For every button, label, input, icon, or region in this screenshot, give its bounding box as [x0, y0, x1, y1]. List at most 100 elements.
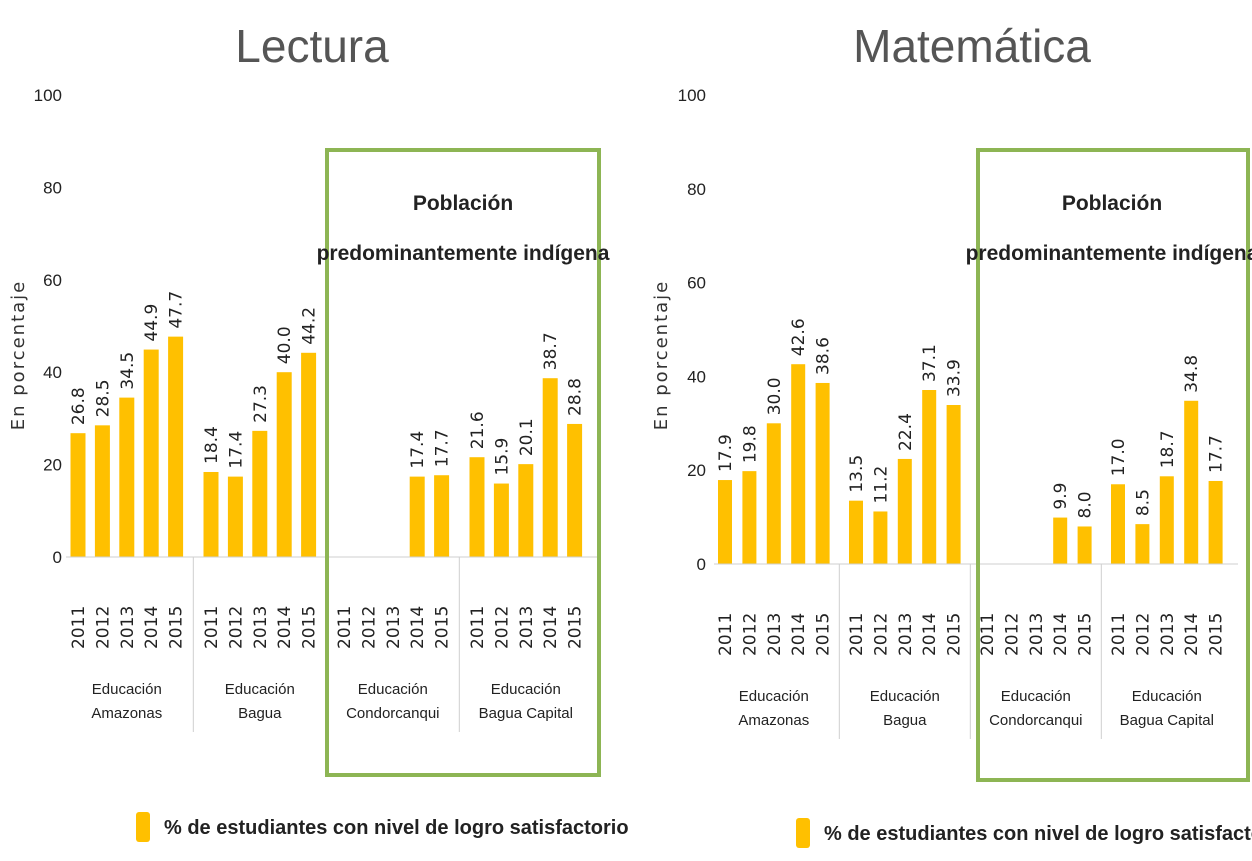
bar [567, 423, 583, 557]
bar [791, 364, 806, 564]
x-year-label: 2012 [226, 606, 246, 649]
bar-value-label: 42.6 [789, 318, 809, 356]
annotation-line1: Población [1062, 192, 1162, 215]
x-year-label: 2012 [740, 613, 760, 656]
group-label-line1: Educación [1132, 688, 1202, 705]
x-year-label: 2015 [1207, 613, 1227, 656]
x-year-label: 2011 [335, 606, 355, 649]
x-year-label: 2012 [1133, 613, 1153, 656]
bar-value-label: 40.0 [275, 326, 295, 364]
x-year-label: 2013 [384, 606, 404, 649]
x-year-label: 2011 [978, 613, 998, 656]
bar [1077, 526, 1092, 564]
bar-value-label: 33.9 [945, 359, 965, 397]
x-year-label: 2013 [765, 613, 785, 656]
bar [718, 480, 732, 564]
x-year-label: 2015 [945, 613, 965, 656]
x-year-label: 2014 [275, 606, 295, 649]
y-axis-label: En porcentaje [8, 280, 29, 431]
y-tick-label: 40 [687, 367, 706, 386]
group-label-line1: Educación [491, 681, 561, 698]
bar [897, 458, 912, 564]
bar [1208, 480, 1223, 564]
legend-swatch [796, 818, 810, 848]
x-year-label: 2014 [408, 606, 428, 649]
bar [922, 390, 937, 564]
x-year-label: 2012 [871, 613, 891, 656]
x-year-label: 2013 [1158, 613, 1178, 656]
x-year-label: 2012 [93, 606, 113, 649]
bar [203, 471, 219, 557]
bar-value-label: 17.9 [716, 434, 736, 472]
x-year-label: 2012 [1002, 613, 1022, 656]
bar-value-label: 30.0 [765, 377, 785, 415]
bar [227, 476, 243, 557]
highlight-box [325, 148, 601, 777]
bar [873, 511, 888, 564]
group-label-line1: Educación [870, 688, 940, 705]
x-year-label: 2012 [359, 606, 379, 649]
bar-value-label: 22.4 [896, 413, 916, 451]
bar [434, 475, 450, 557]
bar [143, 349, 159, 557]
group-label-line1: Educación [739, 688, 809, 705]
x-year-label: 2013 [118, 606, 138, 649]
bar-value-label: 34.8 [1182, 355, 1202, 393]
x-year-label: 2011 [69, 606, 89, 649]
bar-value-label: 28.5 [93, 379, 113, 417]
bar-value-label: 13.5 [847, 455, 867, 493]
bar [70, 433, 86, 557]
bar-value-label: 27.3 [251, 385, 271, 423]
bar-value-label: 18.7 [1158, 430, 1178, 468]
bar [542, 378, 558, 557]
bar [742, 471, 757, 564]
bar [1135, 524, 1150, 564]
bar [1111, 484, 1125, 564]
bar-value-label: 44.2 [300, 307, 320, 345]
bar-value-label: 47.7 [167, 291, 187, 329]
x-year-label: 2013 [251, 606, 271, 649]
x-year-label: 2011 [468, 606, 488, 649]
group-label-line2: Bagua Capital [1120, 712, 1214, 729]
group-label-line2: Bagua [883, 712, 927, 729]
bar [946, 405, 961, 564]
x-year-label: 2011 [202, 606, 222, 649]
y-axis-label: En porcentaje [651, 280, 672, 431]
bar [766, 423, 781, 564]
x-year-label: 2015 [566, 606, 586, 649]
bar-value-label: 17.7 [1207, 435, 1227, 473]
bar-value-label: 38.7 [541, 332, 561, 370]
bar [518, 464, 534, 557]
bar-value-label: 18.4 [202, 426, 222, 464]
x-year-label: 2013 [517, 606, 537, 649]
bar [252, 430, 268, 557]
x-year-label: 2011 [716, 613, 736, 656]
y-tick-label: 60 [43, 271, 62, 290]
annotation-line2: predominantemente indígena [966, 242, 1252, 265]
x-year-label: 2011 [1109, 613, 1129, 656]
bar-value-label: 17.0 [1109, 438, 1129, 476]
y-tick-label: 40 [43, 363, 62, 382]
x-year-label: 2014 [920, 613, 940, 656]
bar-value-label: 34.5 [118, 352, 138, 390]
x-year-label: 2014 [789, 613, 809, 656]
bar-value-label: 19.8 [740, 425, 760, 463]
y-tick-label: 80 [687, 180, 706, 199]
group-label-line2: Amazonas [738, 712, 809, 729]
y-tick-label: 100 [678, 86, 706, 105]
bar [301, 352, 317, 557]
group-label-line2: Condorcanqui [346, 705, 439, 722]
group-label-line1: Educación [225, 681, 295, 698]
legend-swatch [136, 812, 150, 842]
bar-value-label: 8.5 [1133, 489, 1153, 516]
x-year-label: 2012 [492, 606, 512, 649]
y-tick-label: 20 [687, 461, 706, 480]
x-year-label: 2011 [847, 613, 867, 656]
y-tick-label: 80 [43, 178, 62, 197]
x-year-label: 2013 [896, 613, 916, 656]
group-label-line1: Educación [1001, 688, 1071, 705]
bar [469, 457, 485, 557]
bar-value-label: 17.4 [408, 431, 428, 469]
y-tick-label: 60 [687, 274, 706, 293]
